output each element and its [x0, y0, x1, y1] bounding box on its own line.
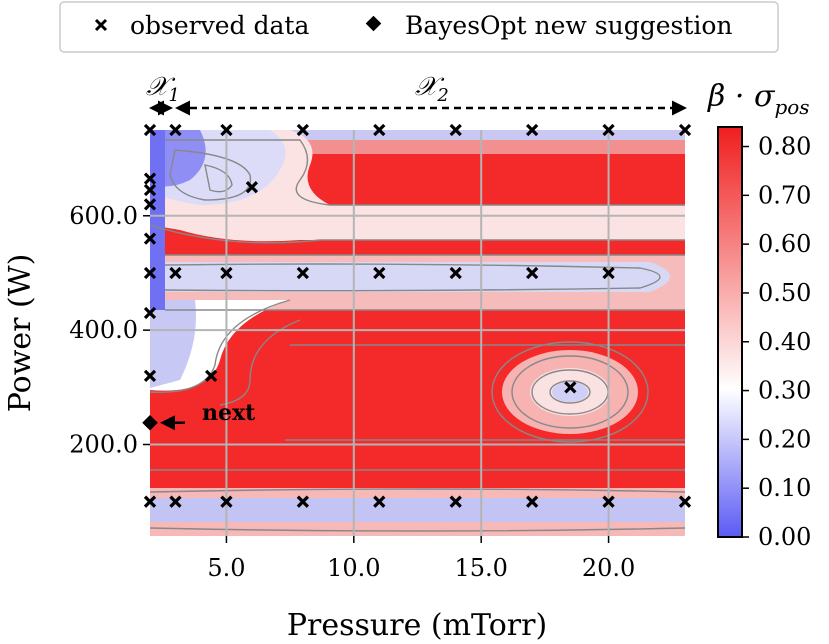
x-tick-label: 15.0 [454, 554, 507, 582]
pocket-inner [552, 382, 588, 402]
x-tick-label: 20.0 [582, 554, 635, 582]
observed-point [245, 181, 259, 194]
x-axis-label: Pressure (mTorr) [287, 608, 547, 643]
colorbar-tick-label: 0.70 [758, 181, 811, 209]
observed-point [296, 495, 309, 508]
legend-observed-label: observed data [130, 11, 309, 40]
observed-point [678, 495, 692, 508]
observed-point [143, 306, 157, 320]
observed-point [169, 495, 182, 508]
colorbar-label: β · σpos [707, 79, 810, 119]
band-mid-blue [150, 262, 670, 292]
observed-point [449, 123, 462, 137]
y-axis-ticks: 200.0 400.0 600.0 [69, 202, 150, 459]
colorbar-tick-label: 0.40 [758, 328, 811, 356]
legend-frame [59, 1, 779, 53]
observed-point [449, 495, 462, 508]
colorbar-tick-label: 0.00 [758, 523, 811, 551]
colorbar-tick-label: 0.20 [758, 425, 811, 453]
colorbar-ticks: 0.00 0.10 0.20 0.30 0.40 0.50 0.60 0.70 0.80 [742, 133, 811, 551]
observed-point [526, 123, 539, 137]
plot-area: next [142, 123, 692, 536]
observed-point [602, 495, 615, 508]
observed-point [602, 266, 615, 280]
region-x1-label: 𝒳1 [146, 72, 180, 106]
observed-point [143, 183, 157, 197]
contour-lines [150, 139, 685, 532]
observed-point [143, 172, 157, 185]
observed-point [220, 495, 233, 508]
region-x2-label: 𝒳2 [415, 72, 449, 106]
colorbar-tick-label: 0.10 [758, 474, 811, 502]
colorbar-tick-label: 0.50 [758, 279, 811, 307]
colorbar-gradient [717, 126, 743, 538]
observed-point [564, 381, 577, 394]
observed-point [449, 266, 462, 280]
observed-point [169, 266, 182, 280]
observed-point [220, 266, 233, 280]
observed-point [526, 495, 539, 508]
colorbar-tick-label: 0.30 [758, 377, 811, 405]
strip-left-blue [150, 130, 165, 310]
observed-point [143, 369, 157, 383]
x-tick-label: 10.0 [327, 554, 380, 582]
observed-point [205, 369, 218, 383]
observed-point [678, 123, 692, 137]
suggestion-marker [142, 414, 158, 431]
x-tick-label: 5.0 [207, 554, 245, 582]
observed-point [602, 123, 615, 137]
heatmap-surface [150, 130, 685, 536]
colorbar-tick-label: 0.80 [758, 133, 811, 161]
y-tick-label: 600.0 [69, 202, 138, 230]
suggestion-annotation: next [202, 400, 256, 426]
band-bottom-blue [150, 498, 685, 522]
observed-point [143, 232, 157, 245]
band-top-blue [150, 130, 685, 140]
observed-point [143, 198, 157, 211]
legend-suggestion-label: BayesOpt new suggestion [405, 11, 733, 40]
colorbar-tick-label: 0.60 [758, 230, 811, 258]
legend: observed data BayesOpt new suggestion [59, 1, 779, 53]
legend-observed-marker [94, 18, 108, 32]
observed-point [169, 123, 182, 137]
observed-point [296, 123, 309, 137]
region-annotations: 𝒳1 𝒳2 [146, 72, 687, 116]
observed-point [526, 266, 539, 280]
region-left-blue [150, 300, 196, 388]
observed-point [143, 495, 157, 508]
observed-points [143, 123, 692, 508]
colorbar: 0.00 0.10 0.20 0.30 0.40 0.50 0.60 0.70 0.80 β ·… [707, 79, 811, 551]
observed-point [220, 123, 233, 137]
observed-point [296, 266, 309, 280]
y-tick-label: 400.0 [69, 316, 138, 344]
observed-point [373, 123, 386, 137]
grid-lines [150, 130, 685, 536]
suggestion-point: next [142, 400, 256, 431]
observed-point [143, 266, 157, 280]
observed-point [143, 123, 157, 137]
y-tick-label: 200.0 [69, 431, 138, 459]
observed-point [373, 495, 386, 508]
observed-point [373, 266, 386, 280]
x-axis-ticks: 5.0 10.0 15.0 20.0 [207, 536, 635, 582]
y-axis-label: Power (W) [3, 254, 38, 413]
